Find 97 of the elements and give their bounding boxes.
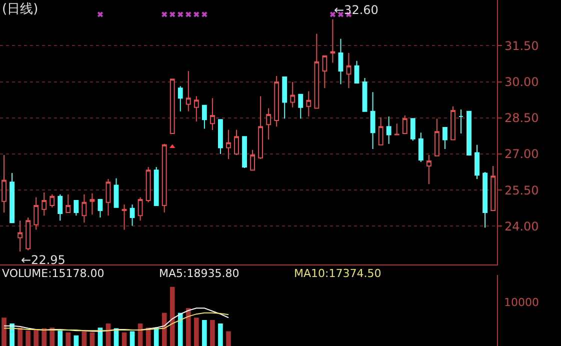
candlestick (202, 104, 207, 130)
candlestick (50, 194, 55, 208)
candlestick (490, 166, 496, 212)
candlestick (394, 123, 400, 136)
candlestick (10, 172, 14, 224)
bar (162, 312, 167, 346)
candlestick (186, 70, 191, 112)
candlestick (426, 154, 432, 185)
bar (10, 324, 14, 346)
candlestick (442, 127, 448, 150)
candlestick (290, 82, 296, 108)
candlestick (82, 194, 87, 224)
bar (66, 332, 71, 346)
bar (82, 331, 87, 346)
bar (34, 329, 38, 346)
candlestick (114, 178, 119, 208)
bar (18, 328, 22, 346)
candlestick (178, 86, 183, 112)
candlestick (354, 60, 360, 84)
bar (210, 320, 215, 346)
candlestick (122, 204, 127, 230)
y-tick-label: 25.50 (504, 183, 539, 198)
candlestick (346, 52, 352, 89)
bar (186, 308, 191, 346)
candlestick (322, 55, 328, 89)
candlestick (106, 178, 111, 216)
candlestick (218, 119, 223, 154)
candlestick (66, 194, 71, 213)
bar (90, 332, 95, 346)
candlestick (170, 78, 175, 134)
candlestick (314, 33, 320, 109)
candlestick (146, 166, 151, 203)
bar (226, 331, 231, 346)
candlestick (194, 96, 199, 122)
candlestick (98, 198, 103, 218)
candlestick (42, 192, 47, 216)
bar (2, 318, 6, 346)
candlestick (154, 166, 159, 206)
candlestick (298, 94, 304, 120)
candlestick (434, 118, 440, 156)
candlestick (418, 132, 424, 162)
bar (122, 332, 127, 346)
candlestick (162, 143, 167, 213)
candlestick (338, 38, 344, 85)
candlestick (386, 116, 392, 144)
candlestick (226, 129, 231, 160)
bar (50, 328, 55, 346)
candlestick (378, 116, 384, 146)
candlestick (274, 76, 280, 128)
bar (202, 320, 207, 346)
candlestick (90, 192, 95, 216)
bar (26, 330, 30, 346)
bar (130, 331, 135, 346)
candlestick (282, 76, 288, 120)
candlestick (242, 136, 247, 168)
y-tick-label: 24.00 (504, 219, 539, 234)
y-tick-label: 31.50 (504, 38, 539, 53)
bar (170, 286, 175, 346)
text: VOLUME:15178.00 (2, 267, 104, 280)
y-tick-label: 30.00 (504, 75, 539, 90)
candlestick (266, 108, 272, 140)
candlestick (362, 77, 368, 112)
candlestick (370, 92, 376, 150)
candlestick (306, 90, 312, 117)
y-tick-label: 27.00 (504, 147, 539, 162)
candlestick (258, 96, 264, 160)
candlestick (138, 196, 143, 222)
bar (178, 312, 183, 346)
candlestick (474, 144, 480, 180)
text: MA5:18935.80 (159, 267, 240, 280)
candlestick (402, 115, 408, 134)
candlestick (26, 217, 31, 251)
bar (58, 330, 63, 346)
candlestick (34, 196, 39, 230)
candlestick (250, 149, 255, 171)
text: MA10:17374.50 (294, 267, 382, 280)
candlestick (58, 194, 63, 222)
bar (194, 318, 199, 346)
bar (218, 324, 223, 346)
chart-title: (日线) (2, 2, 38, 17)
bar (74, 335, 79, 346)
candlestick (330, 18, 336, 64)
candlestick (130, 204, 135, 226)
candlestick (74, 200, 79, 216)
bar (42, 328, 46, 346)
y-tick-label: 28.50 (504, 111, 539, 126)
candlestick (410, 118, 416, 142)
annotation: ←22.95 (21, 253, 66, 267)
annotation: ←32.60 (334, 3, 378, 17)
candlestick (458, 108, 464, 134)
candlestick (210, 98, 215, 130)
candlestick (482, 172, 488, 228)
candlestick (18, 220, 23, 252)
candlestick (234, 129, 239, 156)
text: 10000 (504, 296, 539, 309)
candlestick (466, 110, 472, 156)
candlestick (450, 106, 456, 140)
